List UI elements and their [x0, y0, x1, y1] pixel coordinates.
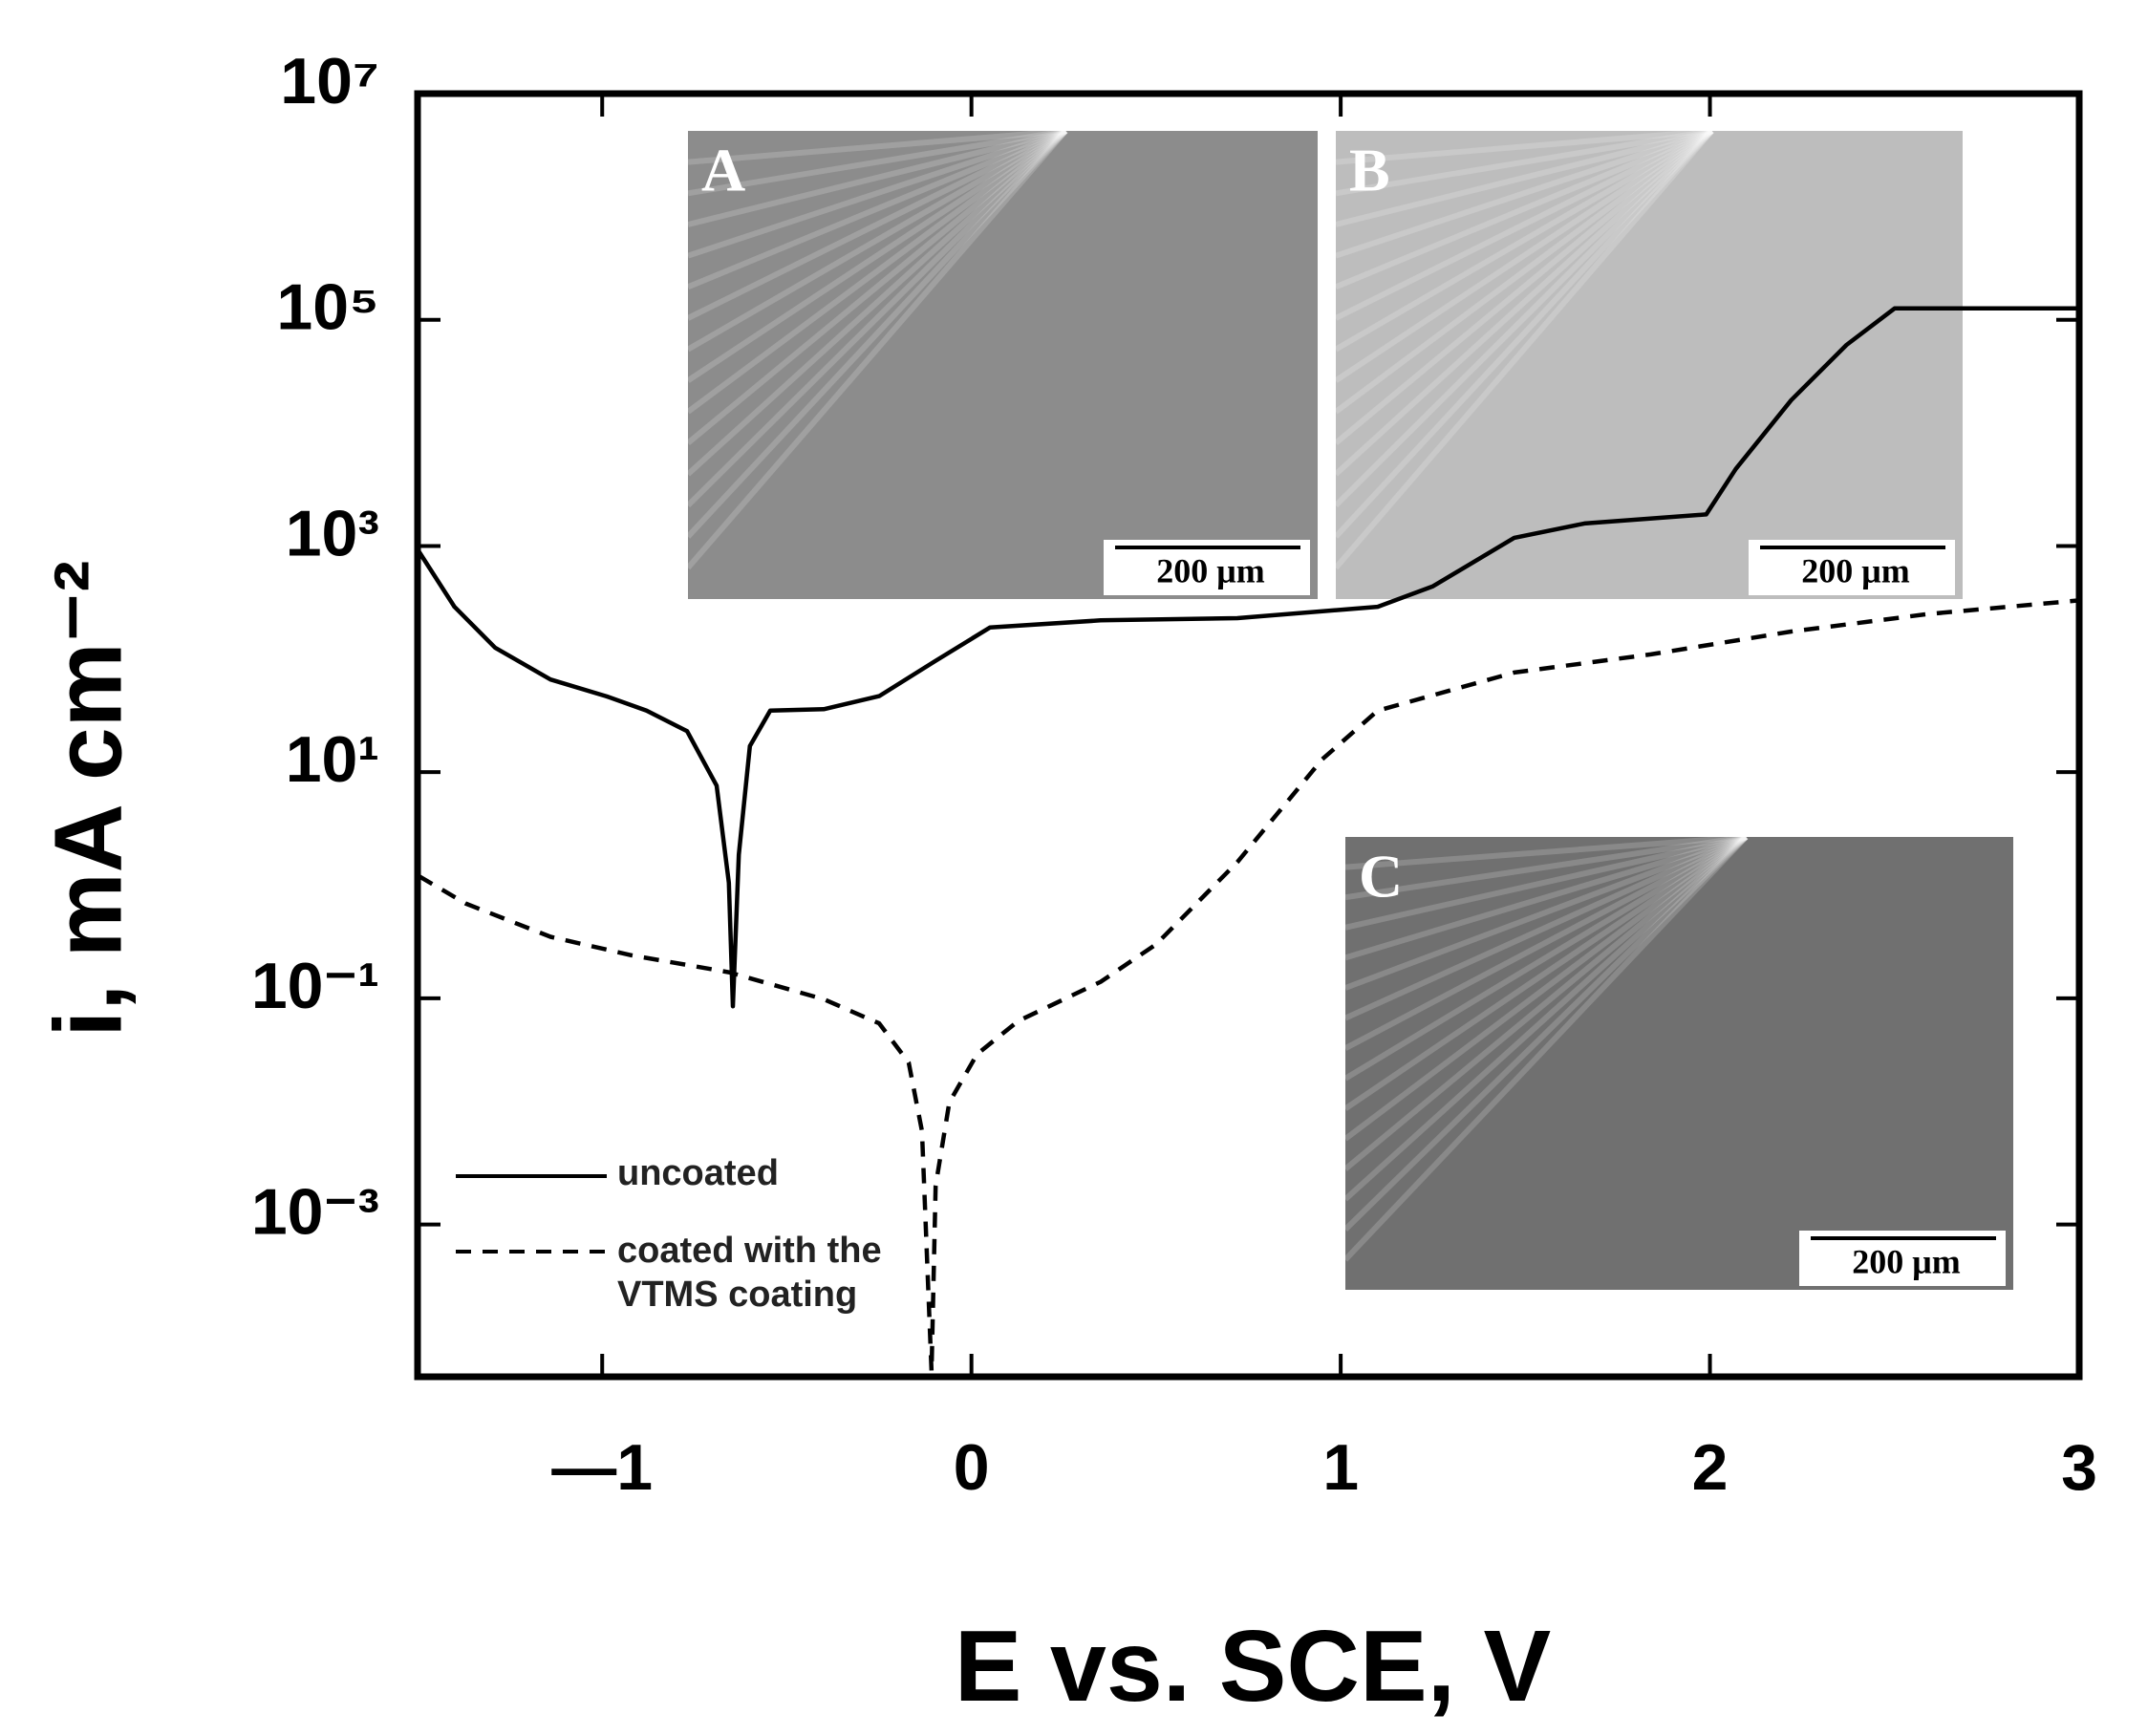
y-tick-label: 10⁷: [280, 45, 379, 118]
inset-image: [1345, 837, 2013, 1290]
inset-texture: [1343, 834, 1748, 1051]
inset-texture: [1342, 834, 1749, 1262]
scale-bar-label: 200 μm: [1801, 551, 1909, 589]
inset-texture: [686, 128, 1068, 383]
inset-texture: [685, 129, 1068, 570]
inset-texture: [1342, 834, 1749, 1232]
inset-texture: [686, 128, 1068, 445]
inset-texture: [1343, 834, 1749, 1171]
inset-texture: [1334, 128, 1714, 383]
inset-texture: [1333, 128, 1714, 539]
inset-label: B: [1349, 137, 1390, 204]
y-tick-label: 10⁻¹: [251, 950, 379, 1022]
inset-texture: [687, 128, 1067, 259]
x-tick-label: 2: [1692, 1431, 1729, 1504]
inset-texture: [685, 128, 1068, 477]
inset-texture: [687, 128, 1066, 197]
inset-texture: [1335, 128, 1713, 227]
inset-texture: [1335, 128, 1713, 259]
inset-texture: [1343, 834, 1749, 1142]
y-tick-label: 10⁻³: [251, 1176, 379, 1249]
inset-texture: [1343, 834, 1748, 991]
inset-texture: [1335, 128, 1713, 197]
y-tick-label: 10¹: [286, 723, 379, 796]
inset-texture: [1333, 128, 1714, 508]
y-tick-label: 10⁵: [276, 271, 379, 344]
y-tick-label: 10³: [286, 497, 379, 569]
inset-texture: [686, 128, 1067, 321]
inset-texture: [1344, 834, 1747, 901]
x-tick-label: 0: [954, 1431, 990, 1504]
inset-texture: [1333, 129, 1714, 570]
inset-texture: [1342, 834, 1749, 1202]
inset-image: [1336, 131, 1963, 599]
inset-texture: [1344, 834, 1747, 870]
x-tick-label: —1: [551, 1431, 653, 1504]
inset-texture: [1335, 128, 1712, 165]
legend-label: uncoated: [617, 1153, 779, 1193]
inset-texture: [1334, 128, 1713, 290]
plot-frame: [414, 90, 2083, 1381]
inset-texture: [1333, 128, 1714, 477]
inset-texture: [685, 128, 1068, 539]
x-tick-label: 3: [2061, 1431, 2097, 1504]
x-axis-title: E vs. SCE, V: [955, 1610, 1552, 1723]
inset-texture: [1343, 834, 1748, 1021]
inset-texture: [686, 128, 1067, 290]
inset-texture: [685, 128, 1068, 508]
scale-bar-label: 200 μm: [1156, 551, 1264, 589]
inset-texture: [687, 128, 1066, 165]
inset-texture: [1334, 128, 1714, 353]
inset-texture: [687, 128, 1067, 227]
inset-texture: [686, 128, 1068, 415]
inset-label: C: [1359, 843, 1403, 911]
inset-texture: [1344, 834, 1748, 961]
inset-texture: [1344, 834, 1748, 931]
inset-texture: [1334, 128, 1714, 445]
legend-label: coated with the VTMS coating: [617, 1231, 882, 1315]
inset-texture: [686, 128, 1067, 353]
inset-texture: [1343, 834, 1749, 1111]
y-axis-title: i, mA cm⁻²: [34, 560, 141, 1037]
scale-bar-label: 200 μm: [1852, 1242, 1960, 1280]
series-line: [418, 306, 2079, 1009]
inset-texture: [1334, 128, 1713, 321]
inset-image: [688, 131, 1318, 599]
inset-label: A: [701, 137, 745, 204]
inset-texture: [1334, 128, 1714, 415]
x-tick-label: 1: [1322, 1431, 1359, 1504]
inset-texture: [1343, 834, 1748, 1082]
